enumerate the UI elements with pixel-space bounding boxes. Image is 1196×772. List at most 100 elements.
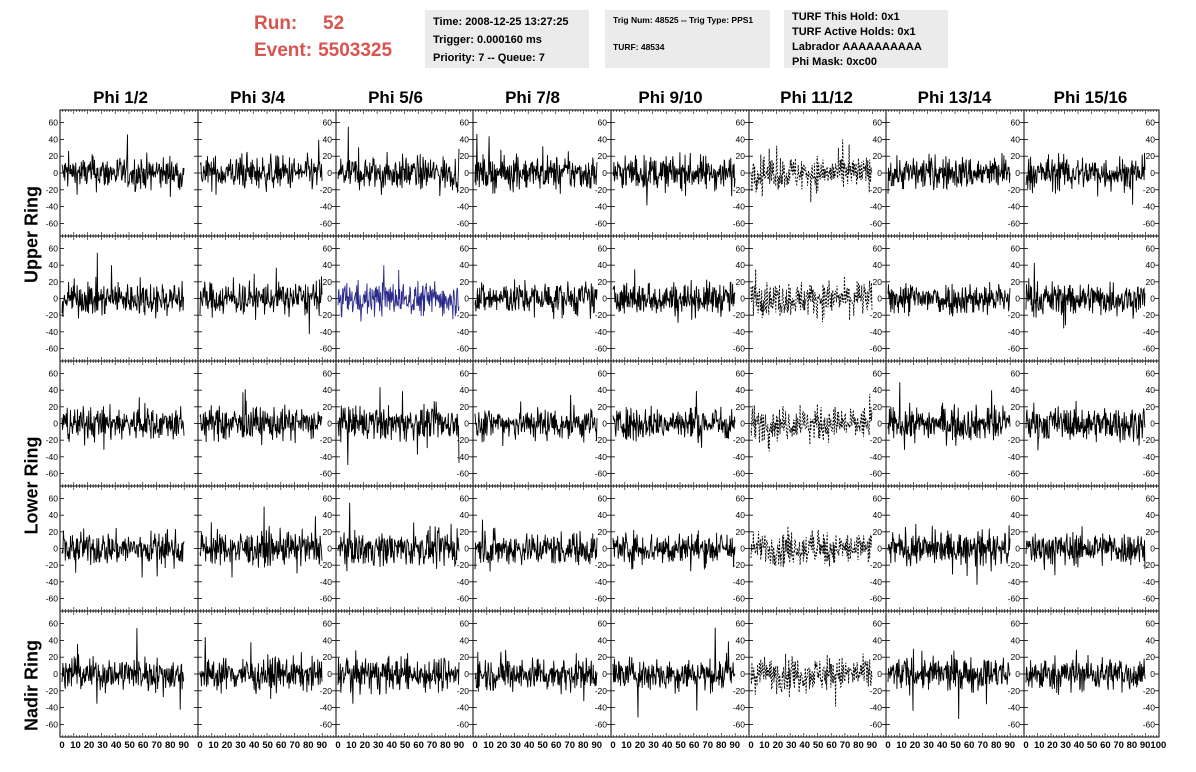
y-tick-label-right: 20 xyxy=(460,527,470,537)
y-tick-label-right: 20 xyxy=(598,527,608,537)
y-tick-label-right: 0 xyxy=(602,669,607,679)
y-tick-label-right: -40 xyxy=(595,452,608,462)
y-tick-label-right: 0 xyxy=(1015,168,1020,178)
y-tick-label-right: 20 xyxy=(873,277,883,287)
y-tick-label-right: 60 xyxy=(460,244,470,254)
y-tick-label-right: -20 xyxy=(595,686,608,696)
y-tick-label-right: 40 xyxy=(1146,134,1156,144)
y-tick-label-right: 60 xyxy=(1146,244,1156,254)
turf-hold-text: TURF This Hold: 0x1 xyxy=(792,11,900,23)
y-tick-label: 0 xyxy=(53,419,58,429)
y-tick-label-right: 40 xyxy=(323,260,333,270)
y-tick-label-right: -60 xyxy=(1008,469,1021,479)
waveform-panel: -60 -40 -20 0 20 40 60 xyxy=(46,109,199,237)
y-tick-label-right: 40 xyxy=(1011,260,1021,270)
y-tick-label-right: 40 xyxy=(1011,385,1021,395)
waveform-trace xyxy=(199,267,323,335)
y-tick-label-right: -40 xyxy=(733,327,746,337)
phi-header-6: Phi 11/12 xyxy=(780,88,853,107)
y-tick-label: -20 xyxy=(46,435,59,445)
y-tick-label-right: -20 xyxy=(870,185,883,195)
y-tick-label-right: -40 xyxy=(457,452,470,462)
y-tick-label-right: 20 xyxy=(598,402,608,412)
waveform-trace xyxy=(612,152,736,206)
y-tick-label-right: -40 xyxy=(320,327,333,337)
y-tick-label-right: 40 xyxy=(323,510,333,520)
y-tick-label-right: 60 xyxy=(1011,619,1021,629)
y-tick-label-right: 40 xyxy=(460,134,470,144)
y-tick-label-right: 0 xyxy=(740,168,745,178)
waveform-trace xyxy=(887,382,1011,450)
waveform-panel: -60 -40 -20 0 20 40 60 xyxy=(610,235,750,362)
y-tick-label-right: -40 xyxy=(1143,577,1156,587)
y-tick-label-right: -60 xyxy=(595,218,608,228)
waveform-panel: -60 -40 -20 0 20 40 60 xyxy=(197,610,337,738)
waveform-panel: -60 -40 -20 0 20 40 60 xyxy=(885,109,1025,237)
y-tick-label-right: 60 xyxy=(736,619,746,629)
y-tick-label-right: 60 xyxy=(1011,494,1021,504)
y-tick-label: 60 xyxy=(49,494,59,504)
panel-frame xyxy=(748,610,887,738)
y-tick-label-right: -60 xyxy=(595,594,608,604)
y-tick-label-right: -40 xyxy=(457,703,470,713)
y-tick-label-right: -20 xyxy=(1008,560,1021,570)
y-tick-label-right: -40 xyxy=(870,452,883,462)
y-tick-label-right: -60 xyxy=(1008,594,1021,604)
waveform-trace xyxy=(199,506,323,578)
y-tick-label-right: 40 xyxy=(598,635,608,645)
waveform-panel: -60 -40 -20 0 20 40 60 xyxy=(335,610,474,738)
y-tick-label-right: -20 xyxy=(733,686,746,696)
y-tick-label-right: 0 xyxy=(1150,419,1155,429)
y-tick-label: -60 xyxy=(46,719,59,729)
y-tick-label-right: 40 xyxy=(323,385,333,395)
y-tick-label-right: 60 xyxy=(598,619,608,629)
waveform-trace xyxy=(337,387,460,466)
y-tick-label-right: -60 xyxy=(1008,218,1021,228)
y-tick-label-right: 0 xyxy=(1015,294,1020,304)
y-tick-label-right: -60 xyxy=(733,218,746,228)
panel-frame xyxy=(610,610,750,738)
y-tick-label-right: -20 xyxy=(457,185,470,195)
y-tick-label-right: -20 xyxy=(870,310,883,320)
waveform-trace xyxy=(337,265,460,322)
y-tick-label-right: -60 xyxy=(320,469,333,479)
waveform-panel: -60 -40 -20 0 20 40 60 xyxy=(472,109,612,237)
y-tick-label-right: 40 xyxy=(1011,635,1021,645)
waveform-panel: -60 -40 -20 0 20 40 60 xyxy=(472,360,612,487)
y-tick-label-right: 0 xyxy=(327,544,332,554)
y-tick-label-right: -60 xyxy=(733,344,746,354)
y-tick-label-right: 40 xyxy=(598,510,608,520)
y-tick-label-right: 60 xyxy=(873,619,883,629)
waveform-panel: -60 -40 -20 0 20 40 60 xyxy=(46,235,199,362)
waveform-trace xyxy=(612,390,736,448)
phi-header-3: Phi 5/6 xyxy=(368,88,423,107)
y-tick-label-right: 60 xyxy=(1146,494,1156,504)
waveform-panel: -60 -40 -20 0 20 40 60 xyxy=(885,610,1025,738)
y-tick-label-right: -20 xyxy=(1143,560,1156,570)
y-tick-label-right: 60 xyxy=(323,494,333,504)
trigger-info-box: Trig Num: 48525 -- Trig Type: PPS1 TURF:… xyxy=(605,10,770,68)
waveform-panel: -60 -40 -20 0 20 40 60 xyxy=(472,485,612,612)
y-tick-label-right: 0 xyxy=(464,669,469,679)
waveform-panel: -60 -40 -20 0 20 40 60 xyxy=(335,109,474,237)
y-tick-label-right: 0 xyxy=(1015,669,1020,679)
y-tick-label: 20 xyxy=(49,652,59,662)
y-tick-label-right: 60 xyxy=(323,369,333,379)
y-tick-label-right: -40 xyxy=(457,327,470,337)
y-tick-label-right: -40 xyxy=(733,577,746,587)
waveform-panel: -60 -40 -20 0 20 40 60 xyxy=(472,610,612,738)
phi-header-7: Phi 13/14 xyxy=(917,88,992,107)
y-tick-label-right: 60 xyxy=(736,118,746,128)
y-tick-label-right: 20 xyxy=(1146,652,1156,662)
waveform-panel: -60 -40 -20 0 20 40 60 xyxy=(335,485,474,612)
y-tick-label-right: 20 xyxy=(460,402,470,412)
y-tick-label: 40 xyxy=(49,635,59,645)
y-tick-label: 0 xyxy=(53,168,58,178)
y-tick-label-right: 20 xyxy=(1011,652,1021,662)
waveform-trace xyxy=(199,637,323,699)
y-tick-label: -60 xyxy=(46,344,59,354)
y-tick-label-right: -60 xyxy=(1008,344,1021,354)
waveform-trace xyxy=(887,281,1011,317)
y-tick-label-right: -40 xyxy=(1008,703,1021,713)
run-value: 52 xyxy=(323,13,345,34)
